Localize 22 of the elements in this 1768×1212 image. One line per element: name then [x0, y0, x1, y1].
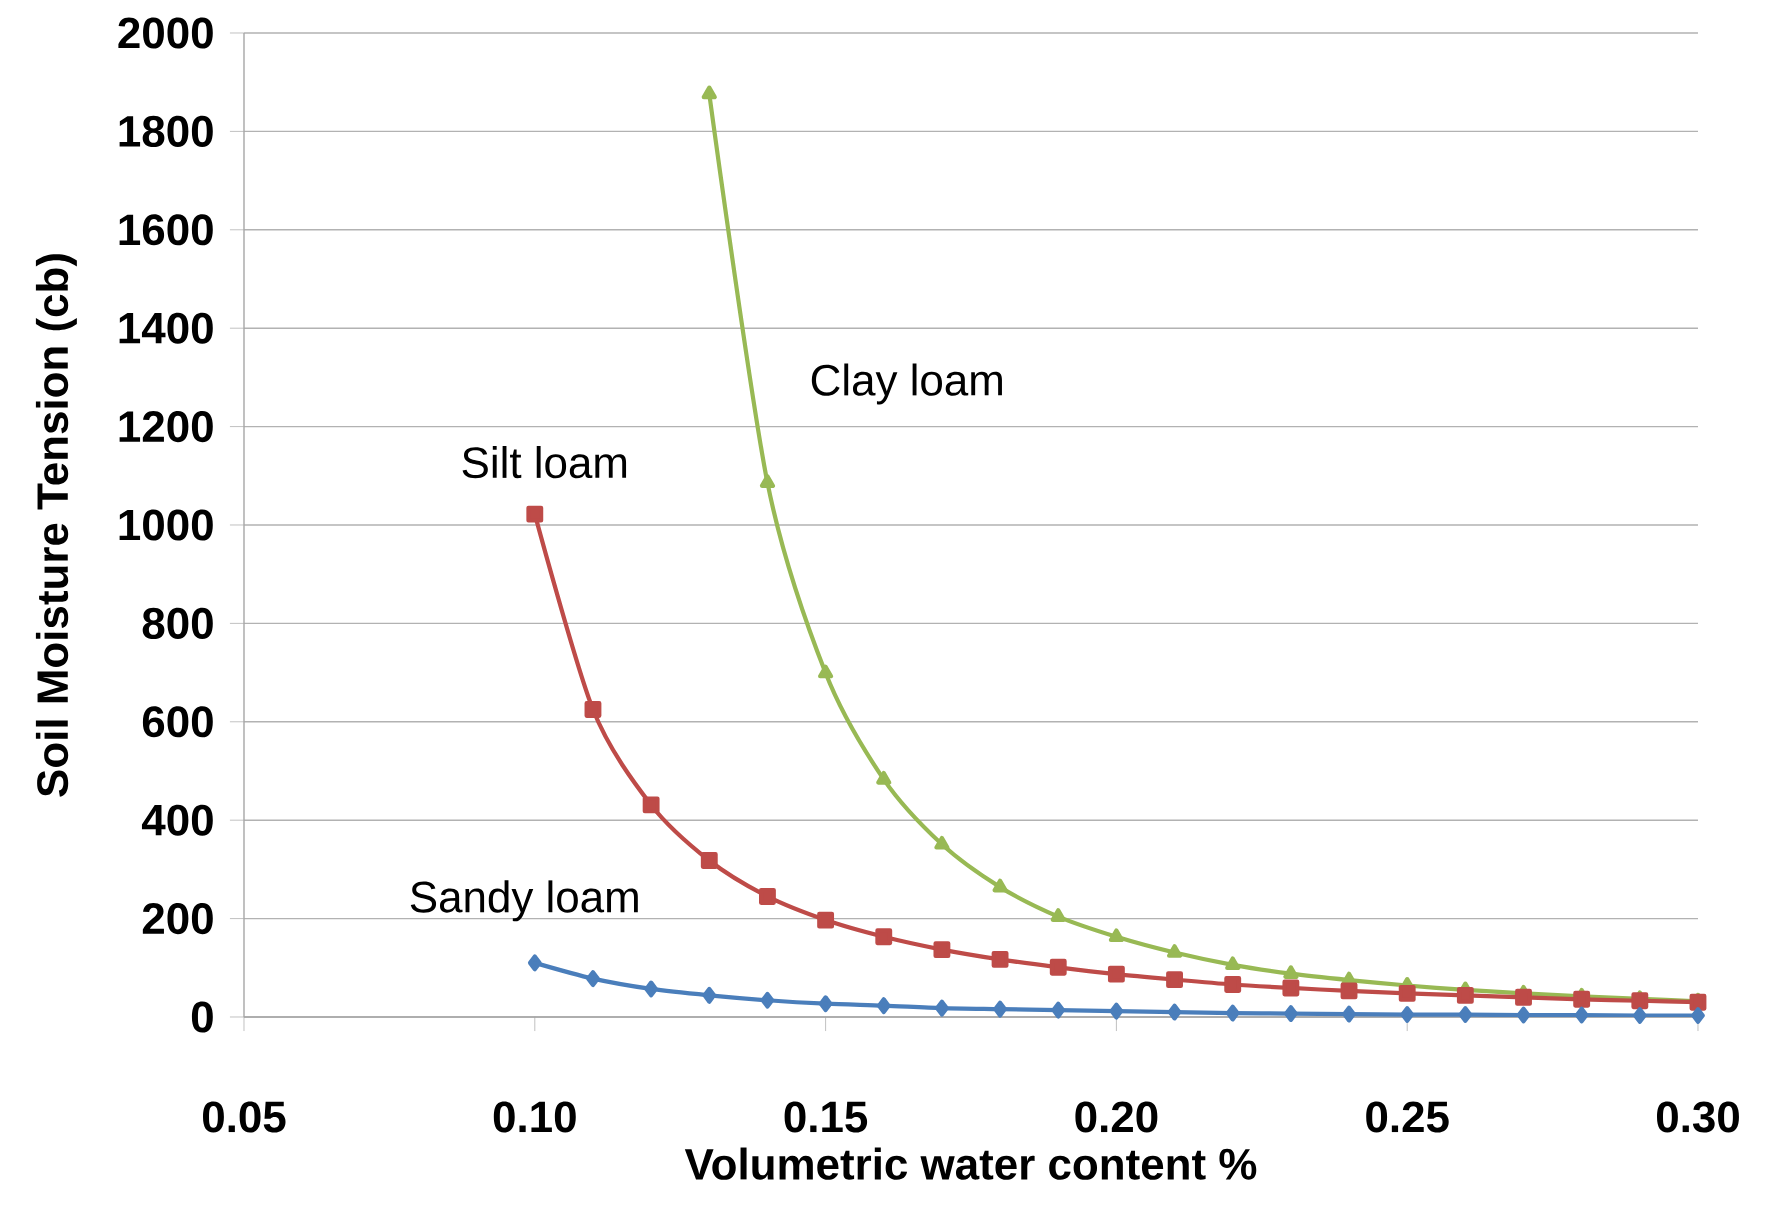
- x-tick-label: 0.05: [203, 1101, 286, 1133]
- x-axis-title: Volumetric water content %: [684, 1147, 1257, 1180]
- x-tick-label: 0.10: [493, 1101, 576, 1133]
- x-tick-label: 0.25: [1366, 1101, 1449, 1133]
- y-tick-label: 400: [141, 804, 213, 836]
- y-tick-label: 200: [142, 903, 213, 935]
- y-tick-label: 2000: [118, 17, 213, 49]
- y-tick-label: 800: [142, 607, 213, 639]
- y-tick-label: 1600: [119, 214, 213, 246]
- series-label: Clay loam: [811, 363, 1002, 405]
- x-tick-label: 0.30: [1657, 1101, 1739, 1133]
- y-tick-label: 600: [142, 706, 213, 738]
- y-tick-label: 1200: [119, 411, 213, 443]
- series-label: Silt loam: [462, 446, 627, 479]
- y-tick-label: 1000: [119, 509, 213, 541]
- y-tick-label: 1800: [119, 115, 213, 147]
- y-tick-label: 0: [191, 1001, 213, 1033]
- series-label: Sandy loam: [410, 880, 638, 922]
- x-tick-label: 0.20: [1075, 1101, 1158, 1133]
- y-axis-title: Soil Moisture Tension (cb): [35, 254, 77, 797]
- x-tick-label: 0.15: [784, 1101, 868, 1133]
- y-tick-label: 1400: [119, 312, 213, 344]
